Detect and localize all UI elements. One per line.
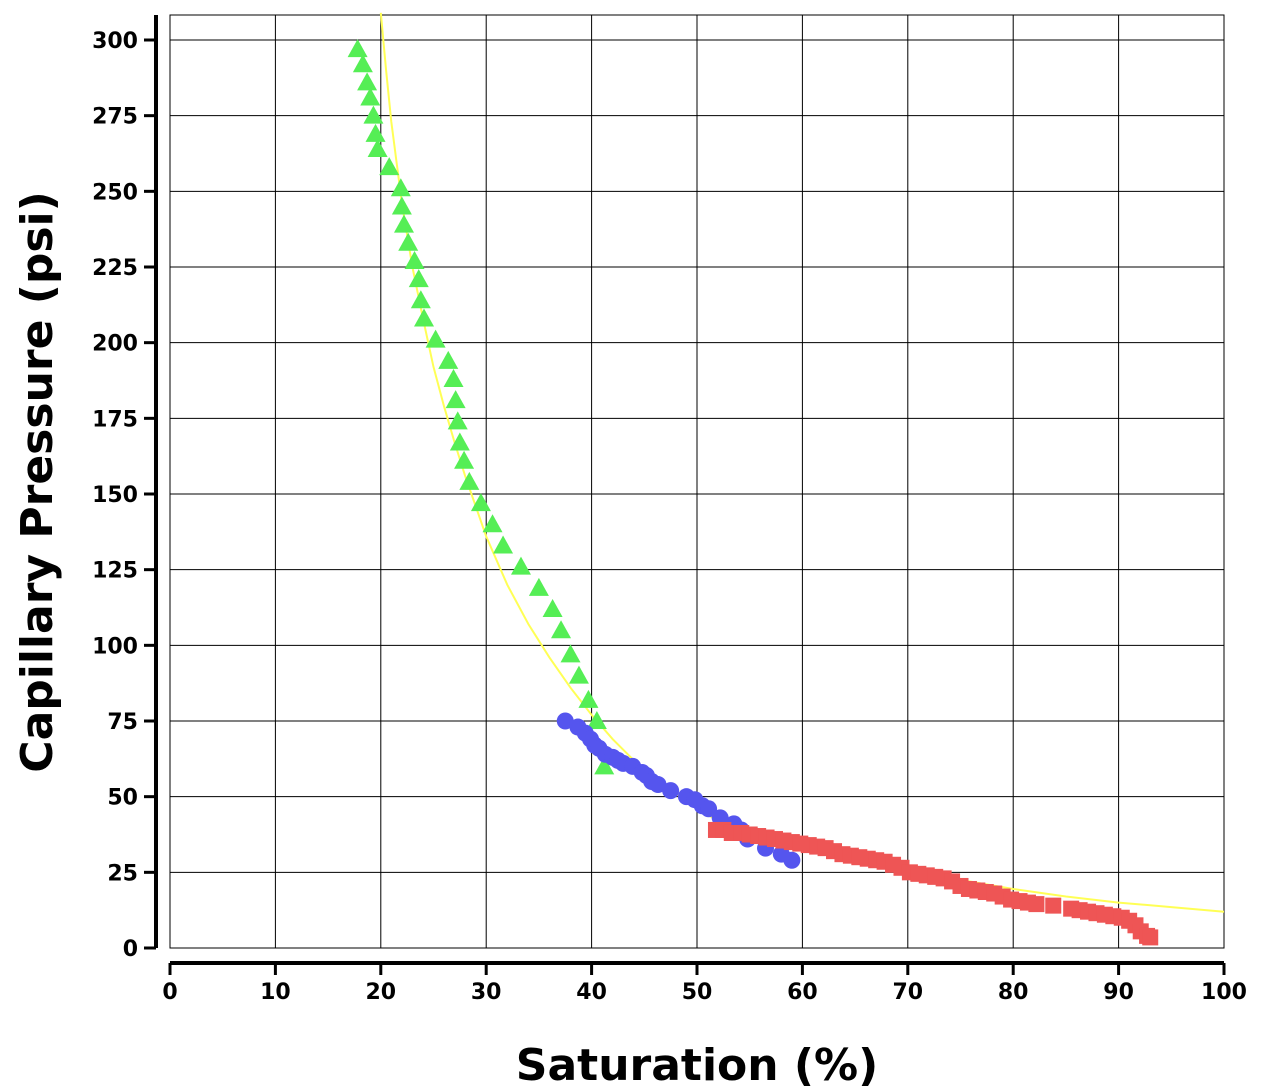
marker-layer xyxy=(347,39,1159,946)
triangle-point xyxy=(408,269,429,288)
x-tick-label: 100 xyxy=(1201,980,1247,1005)
x-tick-label: 90 xyxy=(1103,980,1134,1005)
x-axis-title: Saturation (%) xyxy=(516,1040,878,1091)
y-tick-label: 75 xyxy=(107,710,138,735)
triangle-point xyxy=(510,556,531,575)
triangle-point xyxy=(390,178,411,197)
circle-point xyxy=(700,800,718,818)
x-tick-label: 70 xyxy=(892,980,923,1005)
square-point xyxy=(1028,896,1045,913)
triangle-point xyxy=(445,390,466,409)
square-point xyxy=(1142,929,1159,946)
y-tick-label: 0 xyxy=(123,937,138,962)
y-tick-label: 50 xyxy=(107,786,138,811)
x-tick-label: 50 xyxy=(682,980,713,1005)
plot-frame xyxy=(169,14,1225,949)
triangle-point xyxy=(482,514,503,533)
triangle-point xyxy=(365,123,386,142)
y-tick-label: 250 xyxy=(92,180,138,205)
triangle-point xyxy=(414,308,435,327)
x-tick-label: 40 xyxy=(576,980,607,1005)
triangle-point xyxy=(363,105,384,124)
triangle-point xyxy=(493,535,514,554)
triangle-point xyxy=(560,644,581,663)
triangle-point xyxy=(551,620,572,639)
y-tick-label: 150 xyxy=(92,483,138,508)
y-tick-label: 100 xyxy=(92,634,138,659)
y-tick-label: 275 xyxy=(92,105,138,130)
y-tick-label: 200 xyxy=(92,332,138,357)
x-tick-label: 80 xyxy=(998,980,1029,1005)
y-tick-label: 175 xyxy=(92,407,138,432)
triangle-point xyxy=(357,72,378,91)
triangle-point xyxy=(404,250,425,269)
triangle-point xyxy=(542,599,563,618)
triangle-point xyxy=(398,232,419,251)
y-tick-label: 300 xyxy=(92,29,138,54)
triangle-point xyxy=(586,711,607,729)
x-tick-label: 0 xyxy=(162,980,177,1005)
y-tick-label: 25 xyxy=(107,861,138,886)
triangle-point xyxy=(443,368,464,387)
triangle-point xyxy=(594,756,615,775)
y-tick-label: 125 xyxy=(92,559,138,584)
triangle-point xyxy=(578,689,599,708)
square-point xyxy=(1045,897,1062,914)
triangle-point xyxy=(425,329,446,348)
triangle-point xyxy=(347,39,368,58)
triangle-point xyxy=(438,350,459,369)
triangle-point xyxy=(470,493,491,512)
triangle-point xyxy=(454,450,475,469)
y-axis-title: Capillary Pressure (psi) xyxy=(12,191,63,772)
triangle-point xyxy=(360,87,381,106)
circle-point xyxy=(556,712,574,730)
triangle-point xyxy=(379,157,400,176)
x-tick-label: 60 xyxy=(787,980,818,1005)
triangle-point xyxy=(352,54,373,73)
triangle-point xyxy=(391,196,412,215)
triangle-point xyxy=(449,432,470,451)
circle-point xyxy=(783,851,801,869)
x-tick-label: 20 xyxy=(365,980,396,1005)
circle-point xyxy=(649,776,667,794)
x-tick-label: 10 xyxy=(260,980,291,1005)
y-tick-label: 225 xyxy=(92,256,138,281)
triangle-point xyxy=(367,138,388,157)
triangle-point xyxy=(528,577,549,596)
triangle-point xyxy=(410,290,431,309)
triangle-point xyxy=(568,665,589,684)
triangle-point xyxy=(393,214,414,233)
x-tick-label: 30 xyxy=(471,980,502,1005)
triangle-point xyxy=(447,411,468,430)
axes: 0 25 50 75 100 125 150 175 200 225 250 275 300 0 10 20 3… xyxy=(92,15,1247,1005)
circle-point xyxy=(662,782,680,800)
triangle-point xyxy=(459,471,480,490)
